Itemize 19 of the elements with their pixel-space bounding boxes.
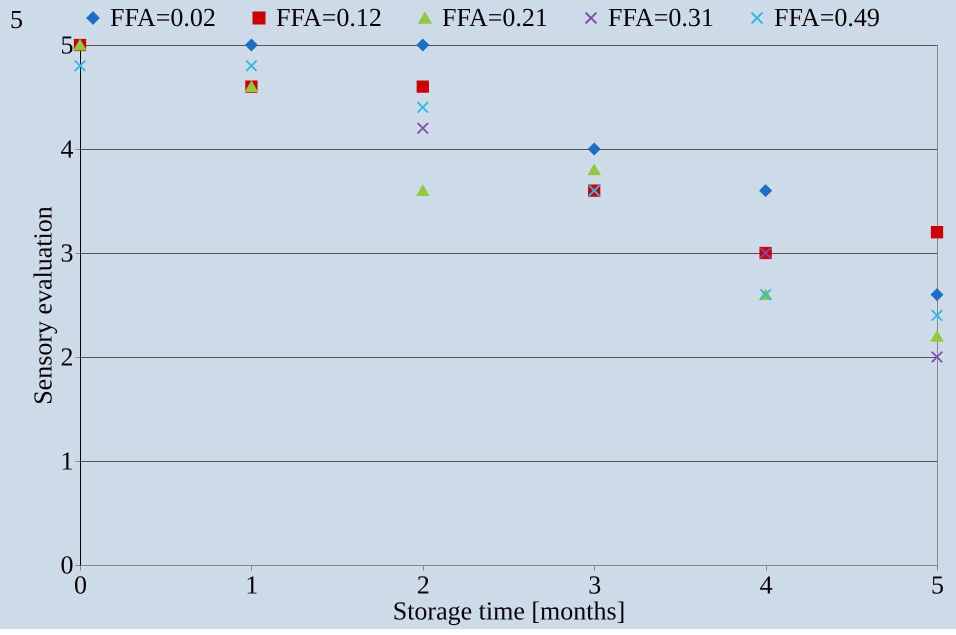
y-tick-label: 5 <box>60 30 74 60</box>
x-tick-label: 2 <box>416 570 430 600</box>
y-tick-label: 3 <box>60 238 74 268</box>
legend-label: FFA=0.49 <box>774 3 880 32</box>
y-tick-label: 2 <box>60 342 74 372</box>
legend-label: FFA=0.02 <box>110 3 216 32</box>
x-tick-label: 4 <box>760 570 773 600</box>
y-tick-label: 0 <box>60 550 74 580</box>
x-tick-label: 3 <box>588 570 602 600</box>
x-tick-label: 1 <box>245 570 258 600</box>
y-tick-label: 4 <box>60 134 74 164</box>
text: 5 <box>10 5 23 34</box>
y-axis-title: Sensory evaluation <box>28 206 58 405</box>
legend-label: FFA=0.21 <box>442 3 548 32</box>
legend-label: FFA=0.12 <box>276 3 382 32</box>
y-tick-label: 1 <box>60 446 74 476</box>
x-axis-title: Storage time [months] <box>392 596 626 626</box>
x-tick-label: 5 <box>931 570 944 600</box>
legend-label: FFA=0.31 <box>608 3 714 32</box>
